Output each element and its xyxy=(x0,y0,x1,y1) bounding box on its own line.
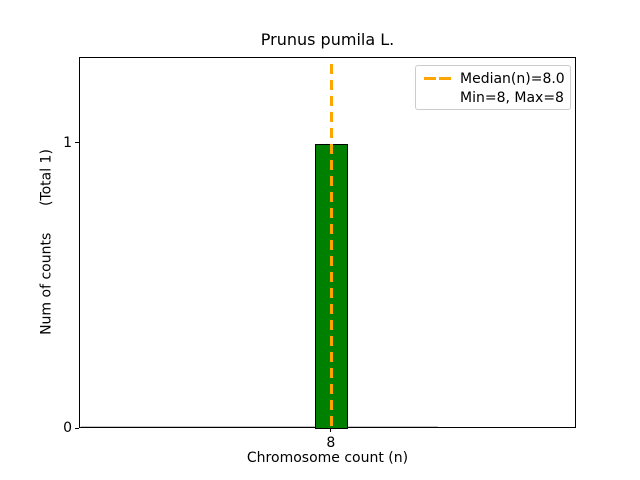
legend-label-minmax: Min=8, Max=8 xyxy=(460,89,564,106)
x-axis-label: Chromosome count (n) xyxy=(246,450,409,466)
legend-entry-median: Median(n)=8.0 xyxy=(424,69,565,88)
y-tick-mark xyxy=(75,427,79,429)
y-tick-label: 0 xyxy=(63,420,72,436)
legend-empty-marker xyxy=(424,96,451,99)
legend-entry-minmax: Min=8, Max=8 xyxy=(424,88,564,107)
legend: Median(n)=8.0 Min=8, Max=8 xyxy=(415,65,571,110)
chart-title: Prunus pumila L. xyxy=(260,30,395,49)
y-axis-label: Num of counts (Total 1) xyxy=(38,149,55,335)
legend-label-median: Median(n)=8.0 xyxy=(460,70,565,87)
zero-count-baseline xyxy=(81,426,438,427)
y-tick-label: 1 xyxy=(63,134,72,151)
median-line xyxy=(330,59,334,428)
plot-area xyxy=(79,57,576,429)
y-tick-mark xyxy=(75,142,79,144)
x-tick-mark xyxy=(330,428,332,432)
x-tick-label: 8 xyxy=(326,435,336,451)
median-dashed-line-marker xyxy=(424,77,451,80)
